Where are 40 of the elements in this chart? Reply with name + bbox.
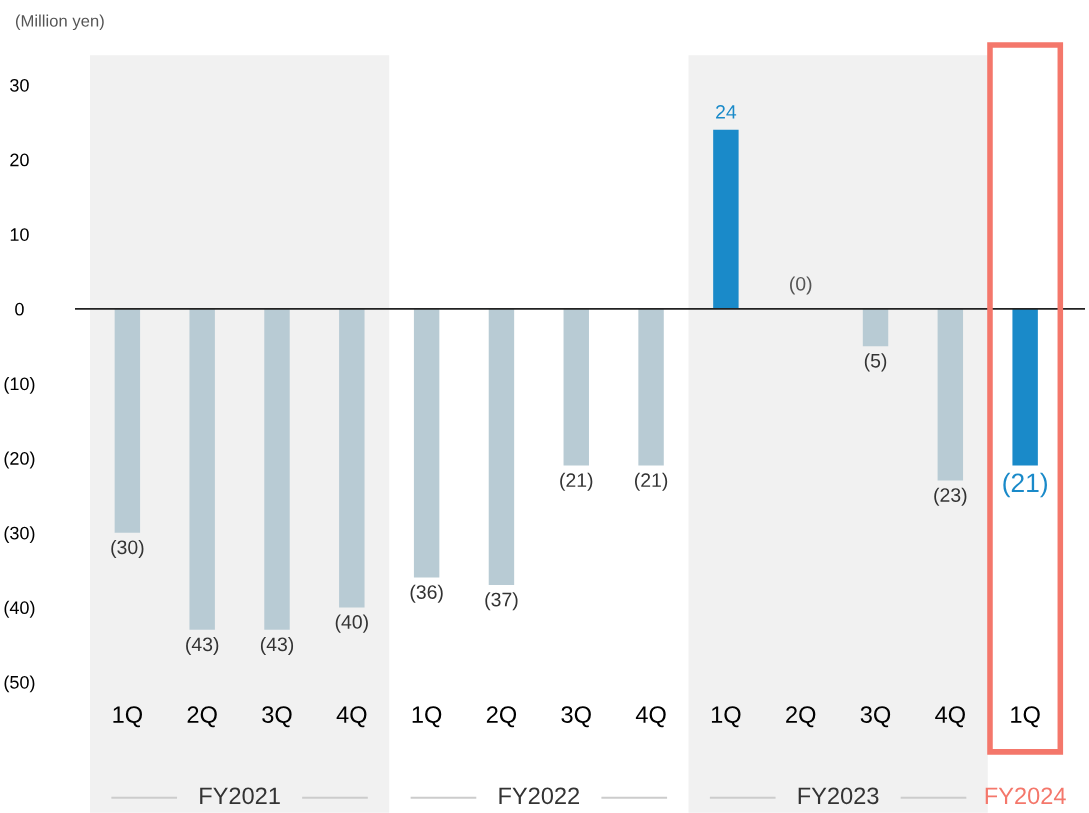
data-label: (21) (634, 472, 668, 491)
y-tick-label: (40) (4, 600, 35, 618)
y-tick-label: 0 (15, 302, 24, 316)
x-tick-label: 2Q (187, 706, 217, 728)
text: FY2021 (200, 787, 280, 805)
y-tick-label: 20 (10, 153, 29, 167)
x-tick-label: 1Q (412, 706, 442, 728)
data-label: (43) (186, 636, 219, 656)
data-label: (0) (790, 276, 812, 295)
x-tick-label: 2Q (786, 706, 816, 728)
x-tick-label: 1Q (113, 706, 142, 728)
text: FY2024 (985, 787, 1066, 805)
y-tick-label: 30 (10, 78, 29, 92)
data-label: 24 (716, 105, 737, 119)
x-tick-label: 3Q (561, 706, 591, 728)
data-label: (5) (864, 353, 887, 372)
text: FY2022 (499, 787, 580, 805)
x-tick-label: 1Q (1011, 706, 1040, 728)
x-tick-label: 4Q (336, 706, 367, 728)
data-label: (37) (485, 592, 518, 611)
x-tick-label: 1Q (711, 706, 741, 728)
data-label: (21) (560, 472, 593, 491)
y-tick-label: (20) (4, 451, 35, 469)
y-tick-label: (50) (4, 675, 35, 693)
data-label: (36) (410, 584, 443, 603)
x-tick-label: 2Q (486, 706, 517, 728)
data-label: (43) (260, 636, 294, 656)
data-label: (30) (111, 539, 144, 559)
y-tick-label: 10 (10, 228, 29, 241)
data-label: (40) (335, 614, 368, 633)
y-tick-label: (30) (4, 526, 35, 544)
x-tick-label: 4Q (935, 706, 965, 728)
data-label: (23) (934, 487, 967, 506)
data-label: (21) (1003, 472, 1047, 498)
text: FY2023 (798, 787, 879, 805)
x-tick-label: 3Q (262, 706, 292, 728)
y-axis-title: (Million yen) (15, 14, 104, 31)
y-tick-label: (10) (4, 376, 35, 394)
x-tick-label: 4Q (635, 706, 666, 728)
x-tick-label: 3Q (860, 706, 891, 728)
